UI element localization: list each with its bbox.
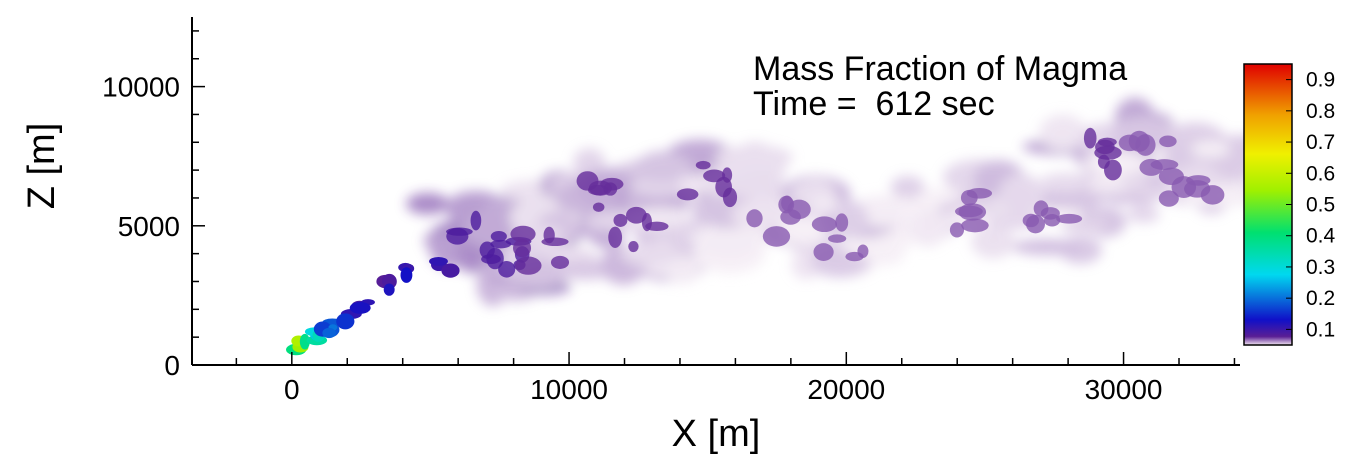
plume-cloud [694,222,762,260]
plume-eddy [703,169,726,183]
y-tick-label: 5000 [118,211,180,242]
colorbar-gradient [1243,63,1293,346]
y-axis-ticks: 0 5000 10000 [102,30,205,381]
x-tick-label: 20000 [807,374,885,405]
plume-eddy [762,226,791,247]
plume-cloud [631,153,693,182]
plume-eddy [961,218,989,233]
plume-eddy [628,240,639,253]
plume-jet-blob [336,313,355,330]
plume-eddy [541,237,569,247]
colorbar-tick-label: 0.6 [1306,162,1335,185]
plume-eddy [498,261,516,278]
x-tick-label: 30000 [1085,374,1163,405]
plume-eddy [949,222,965,238]
plume-cloud [573,148,606,177]
y-tick-label: 10000 [102,72,180,103]
plume-eddy [722,167,733,183]
plume-eddy [746,209,763,228]
plume-eddy [695,160,711,170]
plume-eddy [1118,134,1141,152]
x-axis-ticks: 0 10000 20000 30000 [235,352,1236,405]
plume-eddy [592,202,605,212]
plume-eddy [857,244,869,258]
plume-cloud [910,209,946,248]
plume-cloud [1039,114,1087,151]
plume-eddy [958,203,987,221]
plume-eddy [613,213,628,227]
plume-cloud [998,173,1044,218]
plume-eddy [513,238,532,258]
plume-eddy [813,243,834,261]
plume-jet-blob [322,327,336,339]
plume-eddy [1158,190,1179,207]
plume-cloud [406,192,450,215]
plume-eddy [960,189,978,206]
plume-cloud [809,194,840,214]
colorbar-tick-label: 0.9 [1306,69,1335,92]
plume-eddy [470,210,482,231]
time-annotation: Time = 612 sec [753,85,995,123]
colorbar-tick-label: 0.8 [1306,100,1335,123]
plume-eddy [1158,167,1184,186]
plume-eddy [781,195,793,212]
plume-eddy [676,188,699,201]
plume-eddy [515,256,542,275]
plume-eddy [787,199,811,220]
plume-eddy [1026,214,1045,234]
plume-eddy [603,182,618,196]
plume-eddy [490,230,507,242]
plume-cloud [971,225,1016,259]
plume-eddy [481,254,501,264]
colorbar-ticks: 0.9 0.8 0.7 0.6 0.5 0.4 0.3 0.2 0.1 [1286,69,1336,341]
plume-diffuse-body [406,97,1278,307]
plume-eddy [811,216,837,233]
plume-eddy [625,206,647,224]
x-axis-label: X [m] [672,413,761,455]
colorbar: 0.9 0.8 0.7 0.6 0.5 0.4 0.3 0.2 0.1 [1243,63,1336,346]
plume-eddy [827,234,847,243]
plume-eddy [835,213,849,232]
plume-eddy [550,255,570,269]
colorbar-tick-label: 0.5 [1306,194,1335,217]
plume-cloud [1011,238,1084,256]
colorbar-tick-label: 0.3 [1306,256,1335,279]
plume-eddy [587,184,609,196]
plume-cloud [1191,141,1230,158]
plume-eddy [1097,154,1110,169]
colorbar-tick-label: 0.7 [1306,131,1335,154]
chart-title: Mass Fraction of Magma [753,50,1127,88]
plume-eddy [1159,135,1177,148]
colorbar-tick-label: 0.2 [1306,287,1335,310]
plume-eddy [1083,127,1097,149]
plume-eddy [1040,207,1060,220]
plume-eddy [608,226,623,248]
plume-cloud [890,175,925,199]
plume-jet-blob [441,263,460,278]
y-axis-label: Z [m] [21,123,63,210]
plume-jet-blob [429,257,448,266]
plume-cloud [629,176,687,197]
plume-jet-blob [349,301,371,314]
plume-jet-blob [400,267,413,283]
plume-jet-blob [299,333,310,350]
plume-eddy [1097,137,1117,147]
plume-cloud [1126,205,1160,223]
plume-eddy [1200,185,1225,205]
plot-axes: 0 10000 20000 30000 0 5000 10000 [102,17,1240,405]
x-tick-label: 10000 [530,374,608,405]
plume-field [286,97,1278,356]
colorbar-tick-label: 0.4 [1306,225,1336,248]
plume-eddy [446,227,473,236]
plume-eddy [1135,134,1156,156]
plume-eddy [1139,158,1163,176]
colorbar-tick-label: 0.1 [1306,318,1335,341]
y-tick-label: 0 [164,350,180,381]
plume-eddy [1056,213,1083,224]
plume-eddy [510,225,536,243]
plume-jet-blob [383,283,395,296]
x-tick-label: 0 [284,374,300,405]
